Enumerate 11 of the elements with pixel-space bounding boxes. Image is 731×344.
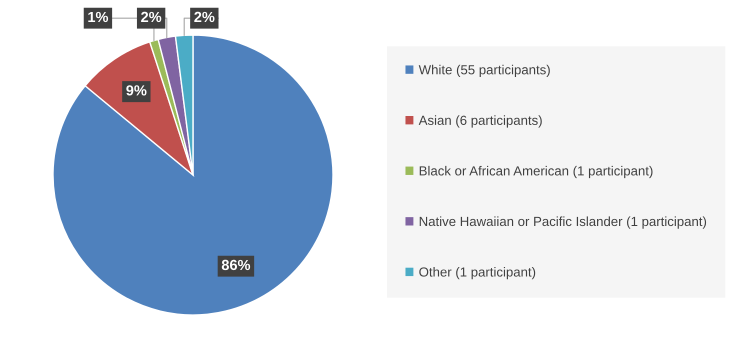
legend-label: Asian (6 participants) xyxy=(418,115,542,128)
data-label: 86% xyxy=(222,260,250,270)
data-label: 9% xyxy=(126,85,146,96)
data-label: 2% xyxy=(194,12,214,22)
legend-label: Black or African American (1 participant) xyxy=(420,166,653,178)
legend-label: Other (1 participant) xyxy=(419,266,536,280)
data-label: 1% xyxy=(88,12,108,22)
pie-slice xyxy=(52,34,334,316)
legend-label: White (55 participants) xyxy=(418,64,550,78)
data-label: 2% xyxy=(141,12,162,22)
legend-label: Native Hawaiian or Pacific Islander (1 participant) xyxy=(420,216,706,229)
